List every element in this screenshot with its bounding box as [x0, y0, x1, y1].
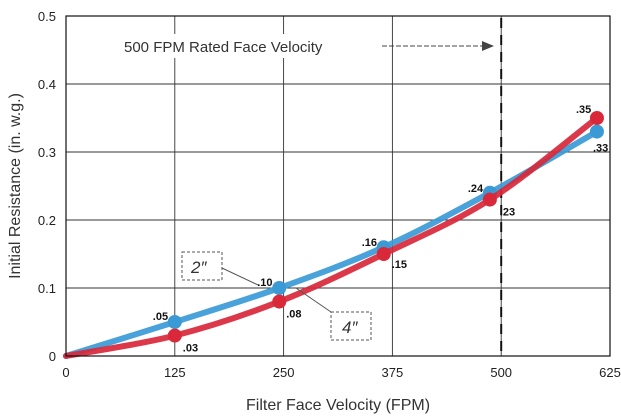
series-group: [63, 111, 604, 359]
data-point: [589, 124, 604, 139]
x-tick-label: 0: [62, 365, 69, 380]
reference-arrow-head: [482, 41, 494, 51]
data-point: [272, 294, 287, 309]
data-point: [272, 281, 287, 295]
series-tags: 2″ 4″: [181, 251, 372, 341]
data-label: .03: [183, 343, 198, 355]
series-tag-box: [330, 311, 372, 341]
data-point: [167, 315, 182, 329]
data-label: .23: [500, 207, 515, 219]
data-label: .10: [257, 277, 272, 289]
y-tick-label: 0: [49, 349, 56, 364]
data-label: .05: [153, 311, 168, 323]
series-line: [63, 115, 600, 359]
series-tag-leader: [221, 267, 259, 286]
x-tick-label: 250: [273, 365, 295, 380]
data-label: .16: [362, 237, 377, 249]
reference-line-group: 500 FPM Rated Face Velocity: [118, 18, 503, 356]
plot-frame: [65, 15, 611, 357]
series-line: [63, 128, 600, 359]
plot-background: [66, 16, 610, 356]
tick-labels: 0 125 250 375 500 625 0 0.1 0.2 0.3 0.4 0.5: [38, 9, 621, 380]
x-tick-label: 375: [382, 365, 404, 380]
x-axis-title: Filter Face Velocity (FPM): [246, 397, 430, 414]
series-tag-label: 2″: [190, 258, 207, 277]
data-label: .33: [593, 143, 608, 155]
y-tick-label: 0.4: [38, 77, 56, 92]
data-label: .35: [576, 104, 591, 116]
data-point: [376, 247, 391, 261]
x-tick-label: 625: [599, 365, 621, 380]
data-point: [167, 328, 182, 343]
data-label: .08: [286, 309, 301, 321]
series-tag-box: [181, 251, 223, 281]
x-tick-label: 125: [164, 365, 186, 380]
series-tag-leader: [295, 287, 332, 313]
y-axis-title: Initial Resistance (in. w.g.): [7, 93, 24, 279]
y-tick-label: 0.5: [38, 9, 56, 24]
y-tick-label: 0.2: [38, 213, 56, 228]
data-point: [482, 192, 497, 207]
x-tick-label: 500: [490, 365, 512, 380]
y-tick-label: 0.3: [38, 145, 56, 160]
data-label: .24: [468, 183, 484, 195]
y-tick-label: 0.1: [38, 281, 56, 296]
series-tag-label: 4″: [342, 318, 358, 337]
data-labels: .05 .10 .16 .24 .33 .03 .08 .15 .23 .35: [153, 104, 608, 355]
data-label: .15: [392, 259, 407, 271]
reference-label-background: [118, 34, 380, 58]
data-point: [589, 111, 604, 125]
reference-label: 500 FPM Rated Face Velocity: [124, 39, 323, 56]
